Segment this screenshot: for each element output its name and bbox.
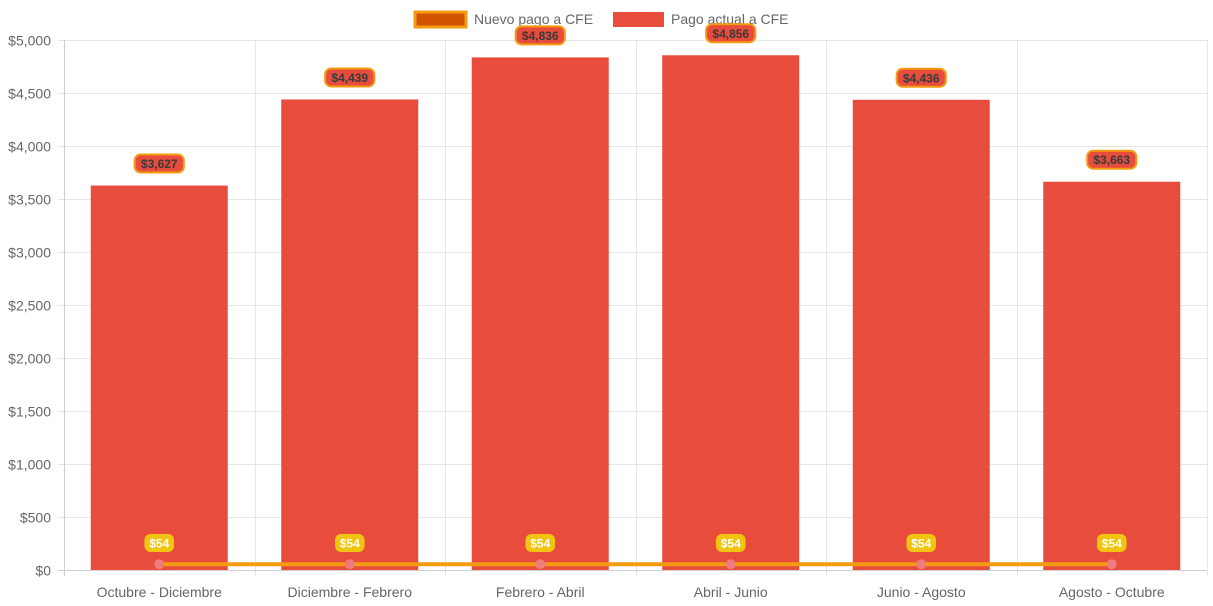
data-labels: $3,627 $4,439 $4,836 $4,856 $4,436 $3,663 $54 $… (133, 23, 1138, 552)
bar[interactable] (1043, 181, 1181, 571)
y-tick-label: $2,000 (8, 351, 51, 367)
line-point[interactable] (535, 559, 546, 570)
bar[interactable] (662, 55, 800, 571)
line-data-label: $54 (721, 537, 741, 551)
x-tick-label: Octubre - Diciembre (97, 584, 222, 600)
legend-swatch-bar[interactable] (613, 12, 664, 27)
line-data-label: $54 (149, 537, 169, 551)
line-point[interactable] (154, 559, 165, 570)
bar[interactable] (90, 185, 228, 570)
line-data-label: $54 (340, 537, 360, 551)
x-tick-label: Abril - Junio (694, 584, 768, 600)
bar-data-label: $4,436 (903, 71, 940, 85)
y-axis: $0 $500 $1,000 $1,500 $2,000 $2,500 $3,000 $3,5… (8, 33, 65, 579)
grid-lines (58, 40, 1208, 576)
bar-data-label-box (705, 23, 757, 44)
line-data-label-box (906, 534, 937, 552)
line-data-label-box (144, 534, 175, 552)
legend: Nuevo pago a CFE Pago actual a CFE (413, 10, 789, 29)
bar-data-label: $4,439 (331, 71, 368, 85)
bar-data-label-box (895, 67, 947, 88)
bar-data-label: $4,856 (712, 27, 749, 41)
bar-data-label: $3,663 (1093, 153, 1130, 167)
x-tick-label: Junio - Agosto (877, 584, 966, 600)
bar-data-label-box (1086, 149, 1138, 170)
y-tick-label: $3,500 (8, 192, 51, 208)
bar-data-label-box (514, 25, 566, 46)
y-tick-label: $4,500 (8, 86, 51, 102)
bar-data-label-box (324, 67, 376, 88)
legend-label[interactable]: Nuevo pago a CFE (474, 11, 593, 27)
y-tick-label: $4,000 (8, 139, 51, 155)
x-tick-label: Febrero - Abril (496, 584, 585, 600)
y-tick-label: $1,500 (8, 404, 51, 420)
line-point[interactable] (344, 559, 355, 570)
line-data-label-box (715, 534, 746, 552)
bar[interactable] (471, 57, 609, 571)
y-tick-label: $0 (35, 563, 51, 579)
bar[interactable] (852, 99, 990, 570)
line-data-label: $54 (530, 537, 550, 551)
bar-series (90, 55, 1181, 571)
line-point[interactable] (725, 559, 736, 570)
x-tick-label: Agosto - Octubre (1059, 584, 1165, 600)
x-tick-label: Diciembre - Febrero (288, 584, 413, 600)
legend-label[interactable]: Pago actual a CFE (671, 11, 789, 27)
legend-swatch-line[interactable] (413, 10, 468, 29)
bar-data-label: $4,836 (522, 29, 559, 43)
y-tick-label: $5,000 (8, 33, 51, 49)
line-point[interactable] (916, 559, 927, 570)
line-data-label: $54 (911, 537, 931, 551)
line-data-label-box (334, 534, 365, 552)
y-tick-label: $1,000 (8, 457, 51, 473)
line-data-label-box (1096, 534, 1127, 552)
y-tick-label: $2,500 (8, 298, 51, 314)
line-point[interactable] (1106, 559, 1117, 570)
y-tick-label: $500 (20, 510, 51, 526)
line-data-label: $54 (1102, 537, 1122, 551)
bar-data-label-box (133, 153, 185, 174)
line-data-label-box (525, 534, 556, 552)
line-series (154, 559, 1117, 570)
bar[interactable] (281, 99, 419, 570)
x-axis: Octubre - Diciembre Diciembre - Febrero Fe… (58, 570, 1207, 600)
y-tick-label: $3,000 (8, 245, 51, 261)
bar-data-label: $3,627 (141, 157, 178, 171)
